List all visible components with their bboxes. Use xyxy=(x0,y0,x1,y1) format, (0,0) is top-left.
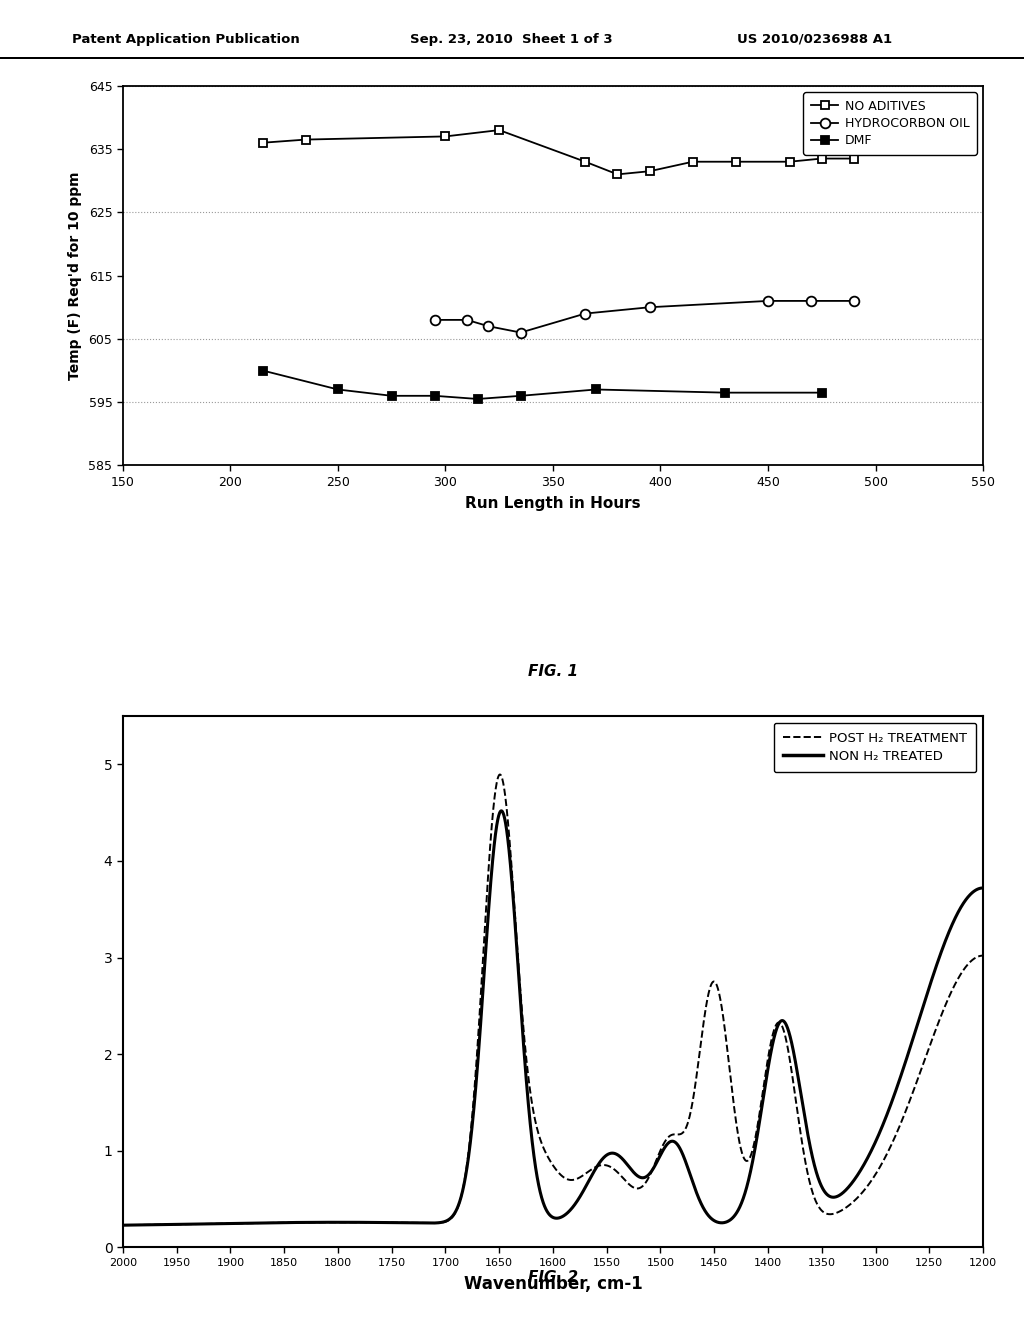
POST H₂ TREATMENT xyxy=(117,1217,129,1233)
NO ADITIVES xyxy=(439,128,452,144)
DMF xyxy=(590,381,602,397)
DMF xyxy=(385,388,397,404)
HYDROCORBON OIL xyxy=(643,300,655,315)
HYDROCORBON OIL xyxy=(514,325,526,341)
NO ADITIVES xyxy=(643,164,655,180)
DMF xyxy=(719,384,731,400)
NON H₂ TREATED xyxy=(525,1130,538,1146)
NON H₂ TREATED xyxy=(908,1027,921,1043)
POST H₂ TREATMENT xyxy=(478,931,490,946)
NO ADITIVES xyxy=(783,154,796,170)
NON H₂ TREATED xyxy=(496,803,508,818)
HYDROCORBON OIL xyxy=(428,312,440,327)
Legend: POST H₂ TREATMENT, NON H₂ TREATED: POST H₂ TREATMENT, NON H₂ TREATED xyxy=(774,722,977,772)
NO ADITIVES xyxy=(729,154,741,170)
NON H₂ TREATED xyxy=(117,1217,129,1233)
NON H₂ TREATED xyxy=(478,964,490,979)
DMF xyxy=(815,384,827,400)
NON H₂ TREATED xyxy=(485,870,498,886)
Text: FIG. 2: FIG. 2 xyxy=(528,1270,578,1284)
POST H₂ TREATMENT xyxy=(950,973,963,989)
X-axis label: Wavenumber, cm-1: Wavenumber, cm-1 xyxy=(464,1275,642,1292)
DMF xyxy=(471,391,483,407)
DMF xyxy=(514,388,526,404)
X-axis label: Run Length in Hours: Run Length in Hours xyxy=(465,496,641,511)
Line: NO ADITIVES: NO ADITIVES xyxy=(258,125,858,178)
Line: HYDROCORBON OIL: HYDROCORBON OIL xyxy=(430,296,859,338)
NON H₂ TREATED xyxy=(977,880,989,896)
HYDROCORBON OIL xyxy=(461,312,473,327)
Line: NON H₂ TREATED: NON H₂ TREATED xyxy=(123,810,983,1225)
HYDROCORBON OIL xyxy=(579,306,591,322)
POST H₂ TREATMENT xyxy=(908,1081,921,1097)
NO ADITIVES xyxy=(579,154,591,170)
DMF xyxy=(256,363,268,379)
NO ADITIVES xyxy=(815,150,827,166)
Legend: NO ADITIVES, HYDROCORBON OIL, DMF: NO ADITIVES, HYDROCORBON OIL, DMF xyxy=(803,92,977,154)
NON H₂ TREATED xyxy=(950,907,963,923)
Text: US 2010/0236988 A1: US 2010/0236988 A1 xyxy=(737,33,892,46)
NO ADITIVES xyxy=(611,166,624,182)
Text: Sep. 23, 2010  Sheet 1 of 3: Sep. 23, 2010 Sheet 1 of 3 xyxy=(410,33,612,46)
HYDROCORBON OIL xyxy=(805,293,817,309)
Line: POST H₂ TREATMENT: POST H₂ TREATMENT xyxy=(123,775,983,1225)
NO ADITIVES xyxy=(299,132,311,148)
POST H₂ TREATMENT xyxy=(525,1094,538,1110)
HYDROCORBON OIL xyxy=(762,293,774,309)
POST H₂ TREATMENT xyxy=(741,1152,754,1168)
POST H₂ TREATMENT xyxy=(485,826,498,842)
Text: Patent Application Publication: Patent Application Publication xyxy=(72,33,299,46)
NO ADITIVES xyxy=(686,154,698,170)
Text: FIG. 1: FIG. 1 xyxy=(528,664,578,678)
DMF xyxy=(332,381,344,397)
NO ADITIVES xyxy=(256,135,268,150)
NO ADITIVES xyxy=(848,150,860,166)
POST H₂ TREATMENT xyxy=(977,948,989,964)
DMF xyxy=(428,388,440,404)
NO ADITIVES xyxy=(494,123,506,139)
Y-axis label: Temp (F) Req'd for 10 ppm: Temp (F) Req'd for 10 ppm xyxy=(68,172,82,380)
NON H₂ TREATED xyxy=(741,1175,754,1191)
Line: DMF: DMF xyxy=(258,367,826,403)
HYDROCORBON OIL xyxy=(848,293,860,309)
HYDROCORBON OIL xyxy=(482,318,495,334)
POST H₂ TREATMENT xyxy=(494,767,506,783)
